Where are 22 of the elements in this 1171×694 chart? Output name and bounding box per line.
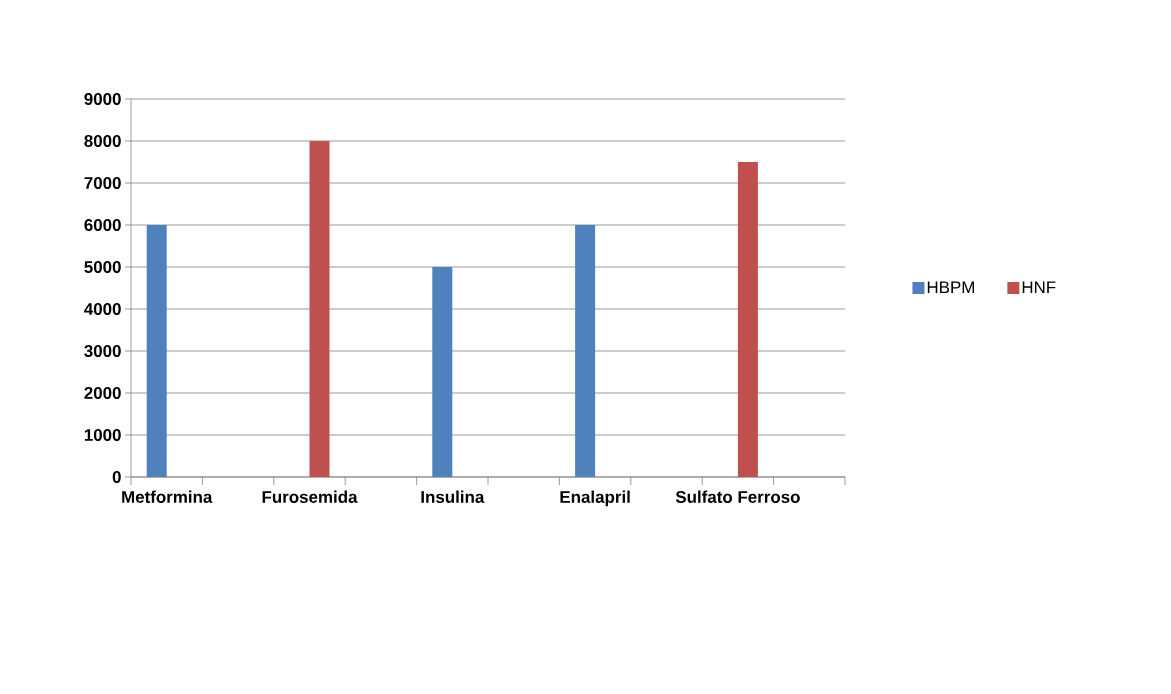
x-tick-label: Sulfato Ferroso: [675, 490, 800, 503]
y-tick-label: 9000: [84, 93, 121, 105]
x-tick-label: Furosemida: [262, 490, 358, 503]
y-tick-label: 1000: [84, 429, 121, 441]
y-tick-label: 3000: [84, 344, 121, 357]
y-tick-label: 0: [112, 471, 121, 483]
bar: [146, 225, 167, 477]
bar: [432, 267, 453, 477]
y-tick-label: 2000: [84, 387, 121, 399]
legend-label: HBPM: [927, 281, 974, 294]
x-tick-label: Enalapril: [560, 490, 630, 507]
y-tick-label: 6000: [84, 219, 121, 231]
y-tick-label: 5000: [84, 261, 121, 273]
y-tick-label: 8000: [84, 135, 121, 147]
legend-label: HNF: [1022, 281, 1056, 294]
x-tick-label: Insulina: [421, 490, 485, 503]
x-tick-label: Metformina: [122, 490, 213, 503]
y-tick-label: 7000: [84, 177, 121, 189]
bar: [309, 141, 330, 477]
bar: [575, 225, 596, 477]
y-tick-label: 4000: [84, 303, 121, 315]
bar: [737, 162, 758, 477]
